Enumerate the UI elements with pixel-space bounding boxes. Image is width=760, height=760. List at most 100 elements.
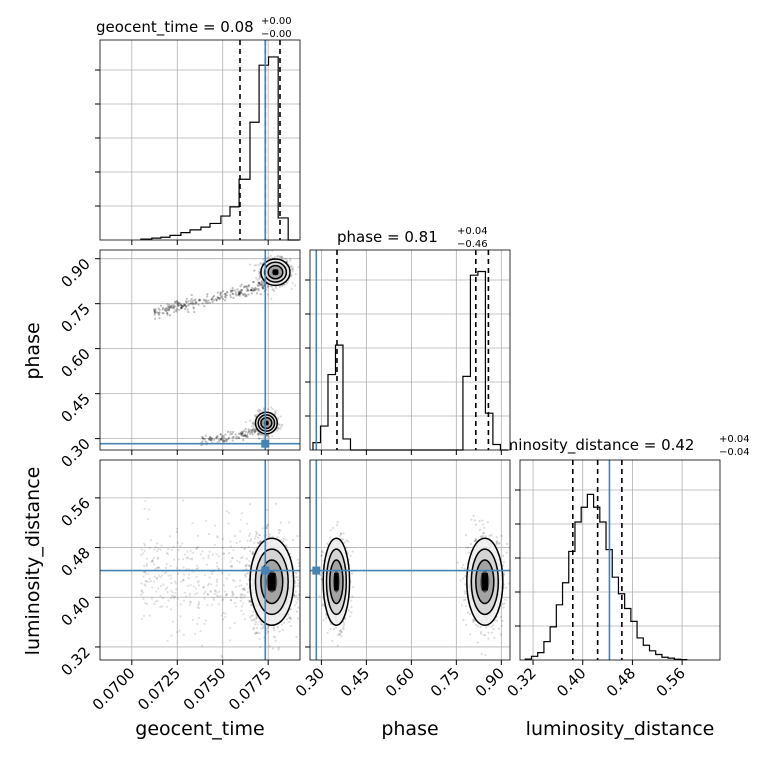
scatter-ld-geo-point (176, 630, 179, 634)
scatter-ld-phase-point (480, 652, 483, 655)
scatter-ld-phase-point (464, 534, 467, 537)
scatter-ld-geo-point (250, 603, 253, 607)
scatter-phase-geo-point (222, 440, 225, 444)
scatter-ld-geo-point (218, 590, 221, 593)
scatter-ld-geo-point (282, 540, 285, 543)
scatter-ld-phase-point (456, 561, 459, 564)
scatter-ld-geo-point (187, 576, 190, 580)
scatter-phase-geo-point (240, 433, 244, 436)
scatter-phase-geo-point (166, 311, 169, 315)
scatter-ld-geo-xtick-label: 0.0775 (225, 664, 275, 714)
scatter-phase-geo-point (241, 434, 244, 437)
scatter-ld-geo-ytick-label: 0.32 (57, 643, 93, 679)
scatter-phase-geo-point (172, 305, 175, 308)
scatter-ld-geo-point (239, 530, 242, 533)
scatter-phase-geo-point (215, 436, 218, 439)
scatter-phase-geo-point (204, 434, 207, 437)
scatter-phase-geo-point (278, 423, 281, 426)
scatter-ld-phase-point (500, 633, 503, 636)
scatter-phase-geo-point (274, 287, 278, 290)
scatter-ld-geo-point (206, 593, 210, 596)
scatter-ld-geo-point (296, 598, 299, 601)
scatter-phase-geo-point (231, 292, 234, 296)
scatter-phase-geo-point (180, 306, 183, 309)
scatter-ld-geo-point (296, 575, 299, 578)
scatter-phase-geo-point (250, 292, 254, 295)
scatter-ld-phase-point (329, 529, 332, 532)
scatter-ld-phase-point (343, 541, 346, 544)
scatter-ld-geo-point (251, 552, 254, 555)
scatter-phase-geo-point (208, 438, 211, 441)
scatter-ld-geo-point (287, 616, 291, 619)
scatter-ld-geo-point (261, 527, 264, 530)
scatter-ld-geo-point (243, 588, 247, 592)
scatter-phase-geo-point (252, 287, 256, 291)
scatter-phase-geo-point (253, 269, 256, 272)
scatter-phase-geo-point (256, 287, 259, 290)
scatter-ld-geo-point (175, 567, 179, 570)
scatter-phase-geo-point (216, 436, 219, 439)
scatter-phase-geo-point (180, 305, 184, 308)
scatter-ld-geo-point (195, 547, 198, 550)
scatter-phase-geo-point (180, 304, 184, 307)
scatter-ld-geo-point (144, 584, 147, 587)
scatter-phase-geo-point (272, 289, 276, 293)
scatter-ld-phase-point (488, 534, 491, 537)
scatter-phase-geo-point (154, 317, 157, 320)
scatter-phase-geo-point (190, 302, 193, 305)
scatter-ld-geo-point (198, 606, 201, 610)
scatter-ld-phase-point (320, 554, 323, 557)
scatter-ld-geo-point (258, 620, 261, 623)
scatter-phase-geo-point (262, 433, 265, 437)
scatter-phase-geo-point (225, 438, 228, 441)
scatter-phase-geo-point (215, 299, 218, 302)
scatter-ld-geo-point (159, 594, 162, 597)
scatter-ld-geo-point (153, 556, 156, 559)
scatter-ld-geo-point (153, 602, 156, 606)
scatter-ld-geo-point (254, 631, 257, 635)
scatter-phase-geo-point (175, 299, 179, 302)
scatter-phase-geo-point (191, 301, 195, 305)
scatter-phase-geo-point (237, 290, 240, 293)
scatter-phase-geo-point (179, 304, 182, 307)
scatter-phase-geo-point (246, 285, 249, 288)
scatter-phase-geo-point (153, 309, 157, 312)
title-luminosity-distance: luminosity_distance = 0.42 (490, 436, 694, 455)
scatter-phase-geo-point (260, 283, 263, 287)
scatter-ld-geo-peak (268, 573, 276, 591)
scatter-ld-geo-point (279, 538, 283, 542)
scatter-ld-geo-point (193, 632, 197, 635)
title-geocent-time: geocent_time = 0.08 (96, 18, 254, 37)
scatter-phase-geo-point (252, 281, 255, 284)
scatter-ld-phase-point (352, 585, 355, 589)
scatter-ld-phase-point (464, 583, 467, 586)
scatter-phase-geo-point (158, 311, 161, 314)
scatter-ld-geo-point (209, 589, 212, 592)
scatter-phase-geo-point (201, 435, 204, 439)
scatter-phase-geo-point (215, 298, 219, 302)
scatter-ld-geo-point (165, 571, 168, 574)
scatter-ld-geo-point (208, 576, 211, 579)
scatter-ld-geo-point (155, 576, 159, 579)
scatter-phase-geo-point (291, 268, 294, 271)
scatter-phase-geo-point (203, 299, 206, 302)
scatter-ld-geo-point (170, 581, 173, 585)
scatter-ld-phase-point (503, 602, 506, 605)
scatter-ld-geo-point (191, 557, 194, 560)
scatter-ld-geo-point (142, 575, 145, 578)
scatter-ld-phase-point (340, 630, 343, 633)
scatter-phase-geo-point (266, 293, 270, 296)
scatter-phase-geo-point (254, 289, 257, 292)
scatter-phase-geo-point (211, 296, 215, 299)
scatter-phase-geo-point (269, 285, 273, 288)
scatter-ld-geo-point (227, 511, 230, 515)
scatter-phase-geo-point (219, 433, 222, 436)
scatter-ld-geo-point (196, 567, 200, 570)
scatter-ld-geo-point (169, 574, 172, 577)
scatter-phase-geo-point (240, 289, 243, 292)
scatter-phase-geo-point (216, 291, 219, 294)
scatter-ld-geo-point (224, 615, 227, 619)
scatter-ld-geo-point (181, 558, 185, 561)
scatter-phase-geo-point (226, 291, 229, 294)
scatter-phase-geo-point (224, 296, 227, 299)
